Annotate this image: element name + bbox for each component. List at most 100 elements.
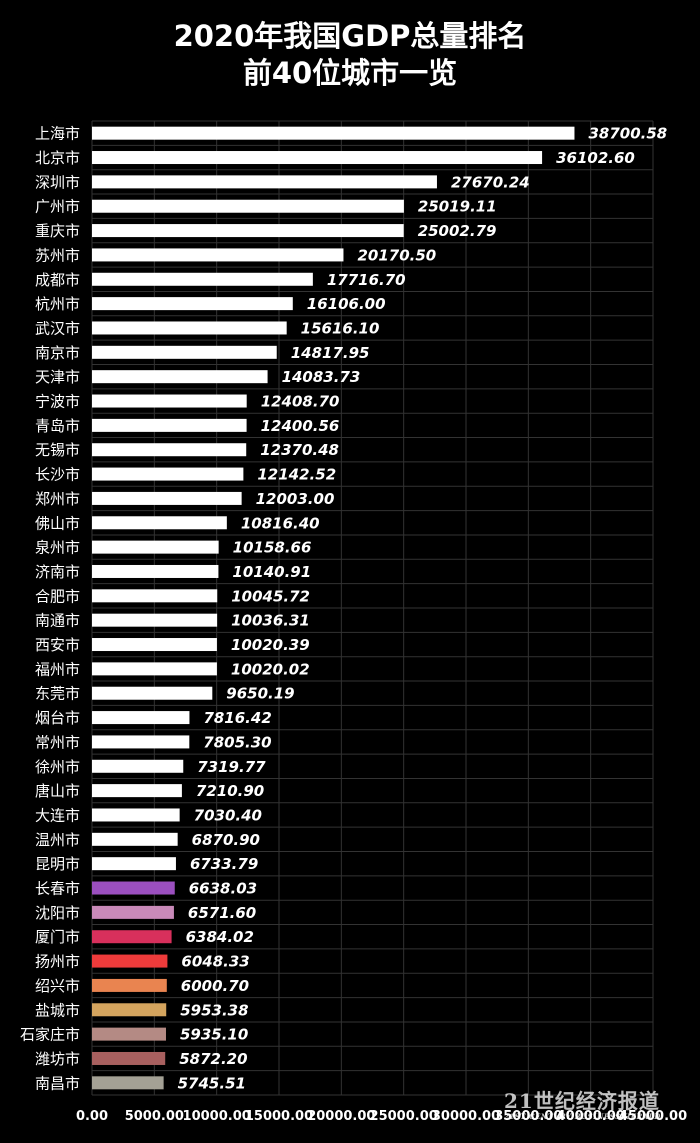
bar-20 [92,589,218,603]
bar-3 [92,175,437,189]
value-label-35: 6048.33 [181,953,249,971]
bar-16 [92,491,242,505]
bar-34 [92,930,172,944]
x-tick-label-2: 10000.00 [183,1109,251,1124]
value-label-7: 17716.70 [327,271,406,289]
category-label-12: 宁波市 [35,393,80,411]
bar-4 [92,199,404,213]
bar-29 [92,808,180,822]
bar-38 [92,1027,166,1041]
bar-17 [92,516,227,530]
category-label-19: 济南市 [35,563,80,581]
value-label-39: 5872.20 [179,1050,247,1068]
chart-title-line-1: 2020年我国GDP总量排名 [173,19,527,53]
value-label-38: 5935.10 [180,1026,248,1044]
bar-9 [92,321,287,335]
bar-26 [92,735,190,749]
value-label-28: 7210.90 [196,782,264,800]
bar-40 [92,1076,164,1090]
value-label-3: 27670.24 [451,173,530,191]
value-label-37: 5953.38 [180,1001,248,1019]
value-label-20: 10045.72 [231,587,310,605]
value-label-27: 7319.77 [197,758,266,776]
value-label-17: 10816.40 [241,514,320,532]
category-label-7: 成都市 [35,271,80,289]
bar-22 [92,638,217,652]
grid [91,120,654,1096]
category-label-5: 重庆市 [35,222,80,240]
bar-39 [92,1051,166,1065]
category-label-26: 常州市 [35,733,80,751]
bar-23 [92,662,217,676]
category-label-25: 烟台市 [35,709,80,727]
value-label-24: 9650.19 [226,685,294,703]
category-label-32: 长春市 [35,880,80,898]
bar-5 [92,224,404,238]
value-label-13: 12400.56 [261,417,340,435]
category-label-3: 深圳市 [35,173,80,191]
value-label-18: 10158.66 [233,539,312,557]
value-label-15: 12142.52 [257,466,336,484]
category-label-31: 昆明市 [35,855,80,873]
category-label-1: 上海市 [35,125,80,143]
category-label-15: 长沙市 [35,466,80,484]
value-label-34: 6384.02 [186,928,254,946]
category-label-24: 东莞市 [35,685,80,703]
bar-13 [92,418,247,432]
category-label-23: 福州市 [35,660,80,678]
category-label-29: 大连市 [35,806,80,824]
category-label-33: 沈阳市 [35,904,80,922]
category-label-22: 西安市 [35,636,80,654]
category-label-21: 南通市 [35,612,80,630]
value-label-19: 10140.91 [232,563,311,581]
bar-8 [92,297,293,311]
category-label-30: 温州市 [35,831,80,849]
category-label-39: 潍坊市 [35,1050,80,1068]
x-axis-ticks: 0.00 5000.0010000.0015000.0020000.0025000… [76,1109,687,1124]
category-label-35: 扬州市 [35,953,80,971]
bar-36 [92,978,167,992]
bar-24 [92,686,213,700]
value-label-22: 10020.39 [231,636,310,654]
bar-18 [92,540,219,554]
bar-2 [92,151,543,165]
category-label-20: 合肥市 [35,587,80,605]
bar-10 [92,345,277,359]
x-tick-label-6: 30000.00 [432,1109,500,1124]
value-label-6: 20170.50 [357,246,436,264]
x-tick-label-1: 5000.00 [125,1109,184,1124]
value-label-36: 6000.70 [181,977,249,995]
category-label-4: 广州市 [35,198,80,216]
value-label-2: 36102.60 [556,149,635,167]
value-label-40: 5745.51 [178,1074,246,1092]
category-label-37: 盐城市 [35,1001,80,1019]
bar-7 [92,272,313,286]
value-label-21: 10036.31 [231,612,310,630]
value-label-23: 10020.02 [231,660,310,678]
category-label-17: 佛山市 [35,514,80,532]
bar-33 [92,905,174,919]
value-label-16: 12003.00 [256,490,335,508]
bar-6 [92,248,344,262]
value-label-10: 14817.95 [291,344,370,362]
value-label-29: 7030.40 [194,806,262,824]
bar-12 [92,394,247,408]
category-label-38: 石家庄市 [20,1026,80,1044]
bar-11 [92,370,268,384]
category-label-8: 杭州市 [35,295,80,313]
category-label-18: 泉州市 [35,539,80,557]
bar-25 [92,711,190,725]
value-label-5: 25002.79 [418,222,497,240]
category-label-34: 厦门市 [35,928,80,946]
category-label-14: 无锡市 [35,441,80,459]
category-label-36: 绍兴市 [35,977,80,995]
bar-15 [92,467,244,481]
bar-27 [92,759,184,773]
value-label-32: 6638.03 [189,880,257,898]
x-tick-label-3: 15000.00 [245,1109,313,1124]
value-label-14: 12370.48 [260,441,339,459]
value-label-26: 7805.30 [203,733,271,751]
category-label-11: 天津市 [35,368,80,386]
